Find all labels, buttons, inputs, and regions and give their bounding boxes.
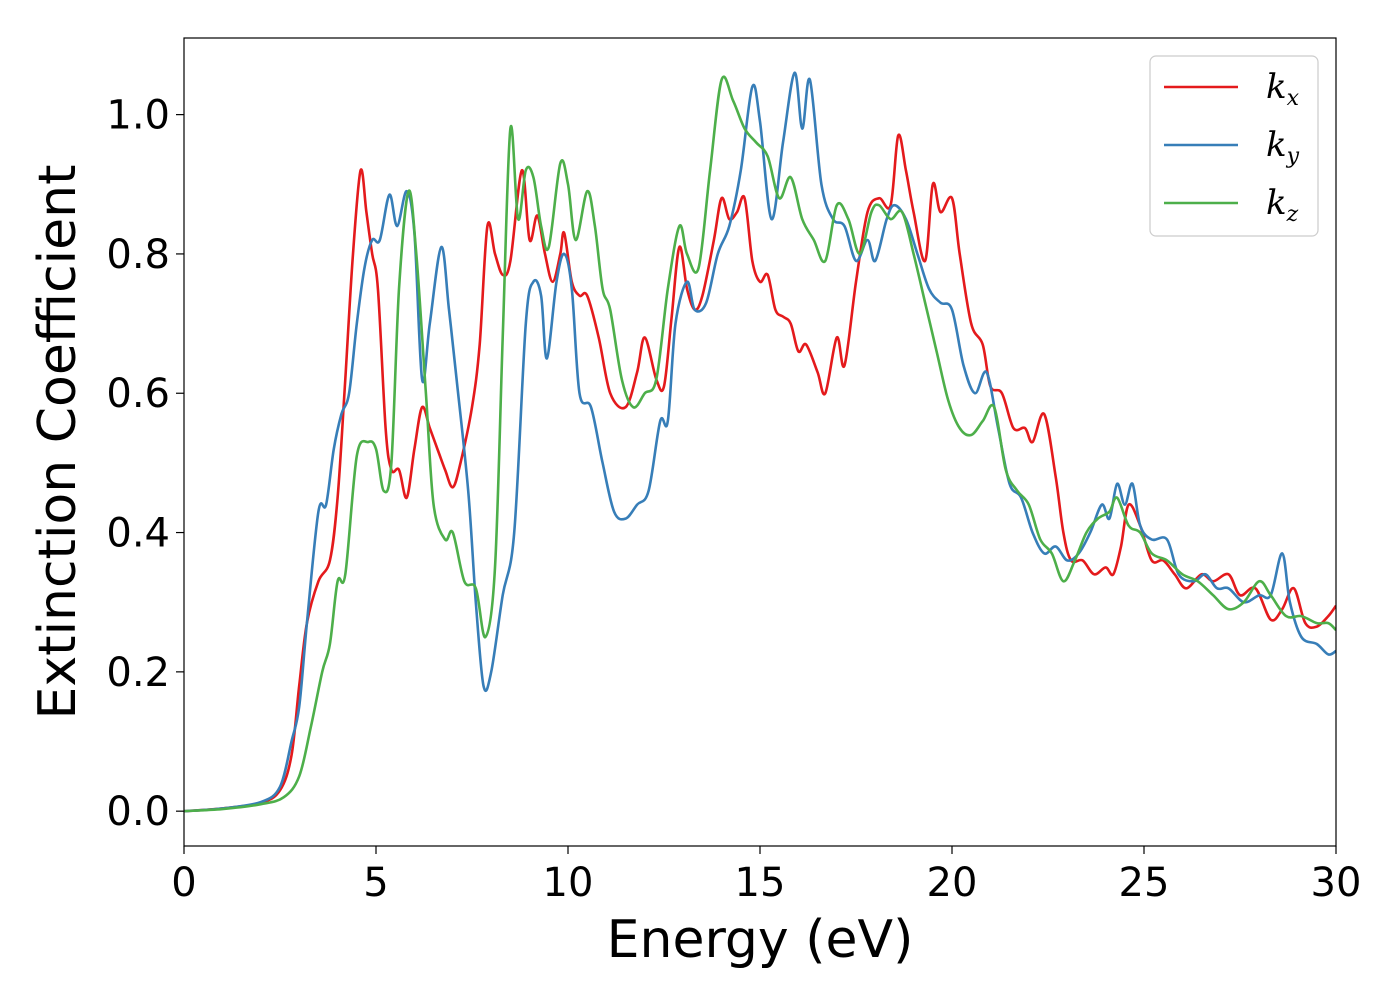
x-axis-label: Energy (eV) [607,910,914,970]
series-line-x [184,133,1336,813]
legend-subscript: y [1286,144,1300,169]
x-tick-label: 5 [363,860,388,906]
x-tick-label: 20 [927,860,978,906]
y-tick-label: 0.0 [106,789,170,835]
x-tick-label: 25 [1119,860,1170,906]
x-tick-label: 30 [1311,860,1362,906]
x-tick-label: 0 [171,860,196,906]
y-axis-label: Extinction Coefficient [28,165,88,720]
x-tick-label: 15 [735,860,786,906]
legend-subscript: z [1286,202,1299,227]
legend-subscript: x [1287,86,1300,111]
y-axis: 0.0 0.2 0.4 0.6 0.8 1.0 [106,93,184,835]
y-tick-label: 1.0 [106,93,170,139]
y-tick-label: 0.4 [106,511,170,557]
y-tick-label: 0.2 [106,650,170,696]
x-axis: 0 5 10 15 20 25 30 [171,846,1361,906]
y-tick-label: 0.6 [106,371,170,417]
series-lines [184,71,1336,813]
y-tick-label: 0.8 [106,232,170,278]
series-line-y [184,71,1336,813]
x-tick-label: 10 [543,860,594,906]
series-line-z [184,75,1336,813]
